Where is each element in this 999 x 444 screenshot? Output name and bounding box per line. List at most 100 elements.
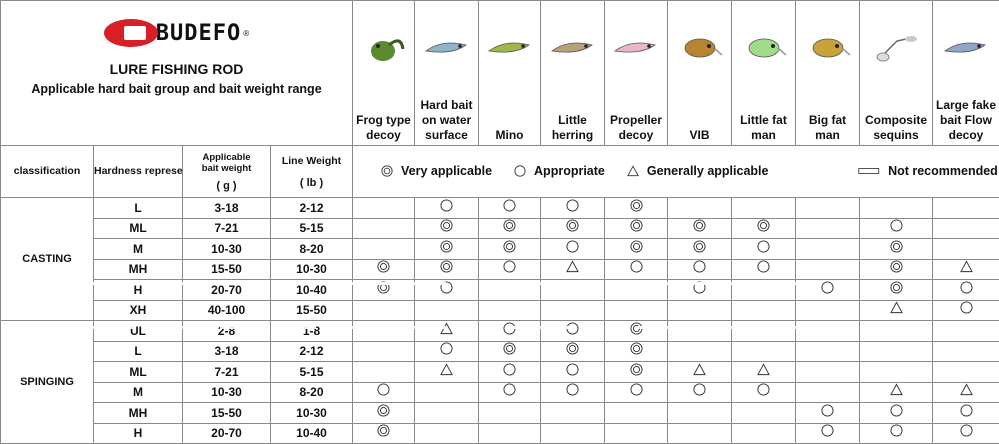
lure-name: Propeller decoy (609, 113, 663, 142)
bait-weight-unit: ( g ) (216, 179, 237, 192)
very-applicable-icon (693, 219, 706, 232)
mark-cell (859, 402, 933, 424)
hardness-cell: L (93, 197, 183, 219)
spinnerbait-icon (871, 31, 921, 70)
mark-cell (604, 217, 668, 239)
line-weight-cell: 15-50 (270, 299, 353, 321)
mark-cell (604, 361, 668, 383)
mark-cell (478, 197, 541, 219)
mark-cell (414, 299, 479, 321)
appropriate-icon (757, 260, 770, 273)
hardness-cell: H (93, 279, 183, 301)
mark-cell (667, 340, 732, 362)
mark-cell (478, 381, 541, 403)
very-applicable-icon (629, 240, 643, 253)
lure-name: Composite sequins (864, 113, 927, 142)
line-weight-cell: 10-40 (270, 279, 353, 301)
mark-cell (667, 217, 732, 239)
mark-cell (414, 258, 479, 280)
page-title: LURE FISHING ROD (109, 61, 244, 77)
appropriate-icon (566, 322, 579, 335)
table-row: M 10-30 8-20 (1, 381, 999, 403)
mark-cell (667, 402, 732, 424)
hardness-cell: MH (93, 402, 183, 424)
bait-weight-cell: 20-70 (182, 279, 271, 301)
mark-cell (731, 299, 796, 321)
generally-applicable-icon (889, 301, 903, 314)
bait-weight-cell: 20-70 (182, 422, 271, 444)
header-row-lures: BUDEFO ® LURE FISHING ROD Applicable har… (0, 0, 999, 146)
table-row: L 3-18 2-12 (1, 340, 999, 362)
mark-cell (795, 422, 860, 444)
mark-cell (667, 279, 732, 301)
mark-cell (667, 422, 732, 444)
bait-weight-cell: 40-100 (182, 299, 271, 321)
generally-applicable-icon (959, 260, 973, 273)
bait-weight-cell: 15-50 (182, 258, 271, 280)
mark-cell (859, 258, 933, 280)
table-row: H 20-70 10-40 (1, 422, 999, 444)
lure-name: Little fat man (740, 113, 787, 142)
line-weight-cell: 2-12 (270, 340, 353, 362)
table-row: MH 15-50 10-30 (1, 258, 999, 280)
lure-column-10: Large fake bait Flow decoy (932, 0, 999, 146)
line-weight-cell: 8-20 (270, 238, 353, 260)
col-hardness: Hardness representation (93, 145, 183, 198)
table-row: ML 7-21 5-15 (1, 361, 999, 383)
legend-label: Not recommended (888, 163, 998, 178)
hardness-cell: XH (93, 299, 183, 321)
bait-weight-cell: 10-30 (182, 238, 271, 260)
lure-name: Mino (495, 128, 524, 142)
bait-weight-cell: 7-21 (182, 217, 271, 239)
very-applicable-icon (629, 322, 643, 335)
mark-cell (604, 279, 668, 301)
mark-cell (932, 422, 999, 444)
mark-cell (859, 381, 933, 403)
appropriate-icon (889, 219, 903, 232)
generally-applicable-icon (889, 383, 903, 396)
mark-cell (540, 402, 605, 424)
legend-item: Not recommended (858, 163, 998, 178)
appropriate-icon (503, 322, 516, 335)
mark-cell (667, 361, 732, 383)
legend-item: Generally applicable (627, 164, 768, 178)
mark-cell (352, 320, 415, 342)
line-weight-unit: ( lb ) (299, 176, 324, 189)
appropriate-icon (503, 383, 516, 396)
mark-cell (540, 238, 605, 260)
generally-applicable-icon (693, 363, 706, 376)
mark-cell (604, 422, 668, 444)
very-applicable-icon (381, 164, 393, 177)
mark-cell (859, 422, 933, 444)
bait-weight-cell: 7-21 (182, 361, 271, 383)
mark-cell (731, 381, 796, 403)
mark-cell (604, 320, 668, 342)
line-weight-cell: 10-30 (270, 258, 353, 280)
vib-lure-icon (675, 31, 725, 70)
mark-cell (667, 258, 732, 280)
mark-cell (414, 320, 479, 342)
legend-label: Appropriate (534, 163, 605, 178)
very-applicable-icon (889, 281, 903, 294)
mark-cell (352, 422, 415, 444)
lure-column-7: Little fat man (731, 0, 796, 146)
mark-cell (859, 320, 933, 342)
mark-cell (932, 299, 999, 321)
mark-cell (478, 402, 541, 424)
appropriate-icon (693, 383, 706, 396)
very-applicable-icon (440, 260, 453, 273)
very-applicable-icon (889, 240, 903, 253)
hardness-cell: H (93, 422, 183, 444)
mark-cell (478, 238, 541, 260)
mark-cell (795, 197, 860, 219)
appropriate-icon (566, 199, 579, 212)
mark-cell (731, 402, 796, 424)
lure-column-8: Big fat man (795, 0, 860, 146)
appropriate-icon (959, 424, 973, 437)
frog-lure-icon (359, 31, 409, 70)
appropriate-icon (693, 281, 706, 294)
mark-cell (352, 197, 415, 219)
mark-cell (667, 299, 732, 321)
big-crank-lure-icon (803, 31, 853, 70)
